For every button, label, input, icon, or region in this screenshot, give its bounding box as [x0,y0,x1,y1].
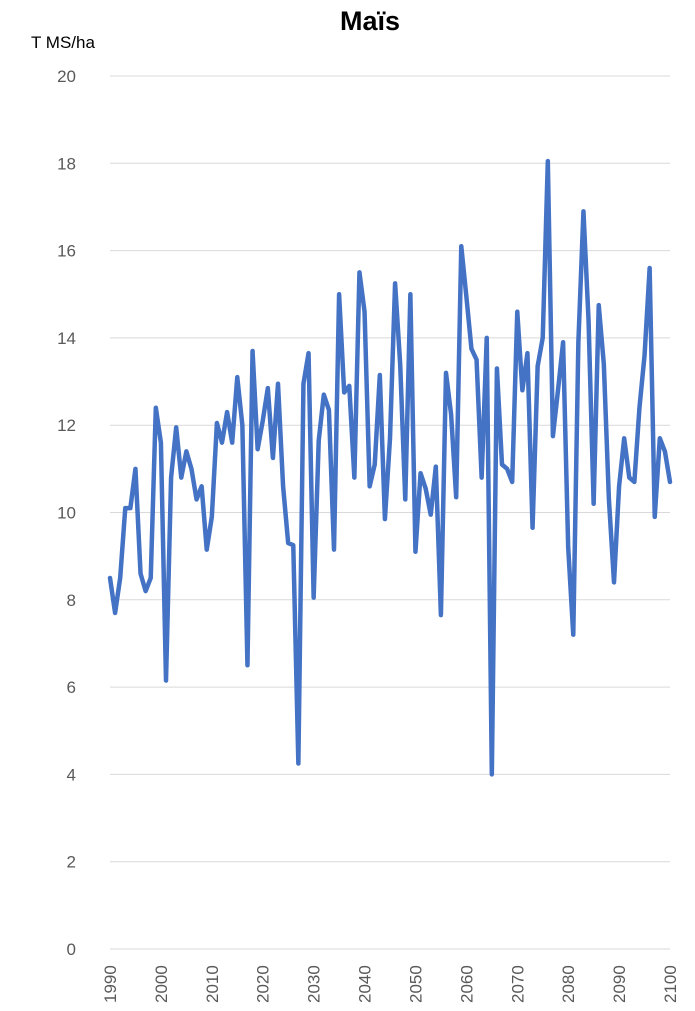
x-tick-label: 2040 [356,965,375,1003]
x-tick-label: 2000 [152,965,171,1003]
y-tick-label: 8 [67,591,76,610]
y-axis-ticks: 0 2 4 6 8 10 12 14 16 18 20 [57,67,76,959]
gridlines [110,75,670,950]
x-tick-label: 2020 [254,965,273,1003]
x-tick-label: 2060 [457,965,476,1003]
series-line-0 [107,158,673,777]
y-tick-label: 12 [57,416,76,435]
x-tick-label: 2030 [305,965,324,1003]
x-tick-label: 2100 [661,965,680,1003]
y-tick-label: 10 [57,504,76,523]
x-tick-label: 2010 [203,965,222,1003]
y-tick-label: 16 [57,242,76,261]
series-layer [107,158,673,777]
y-tick-label: 4 [67,765,76,784]
x-tick-label: 2090 [610,965,629,1003]
y-tick-label: 14 [57,329,76,348]
x-tick-label: 2080 [559,965,578,1003]
y-tick-label: 20 [57,67,76,86]
y-tick-label: 0 [67,940,76,959]
chart-title: Maïs [340,6,400,36]
x-axis-ticks: 1990 2000 2010 2020 2030 2040 2050 2060 2070 2080… [101,965,680,1003]
y-tick-label: 18 [57,154,76,173]
y-tick-label: 6 [67,678,76,697]
y-axis-unit-label: T MS/ha [31,33,95,52]
x-tick-label: 2050 [406,965,425,1003]
x-tick-label: 1990 [101,965,120,1003]
y-tick-label: 2 [67,853,76,872]
x-tick-label: 2070 [508,965,527,1003]
